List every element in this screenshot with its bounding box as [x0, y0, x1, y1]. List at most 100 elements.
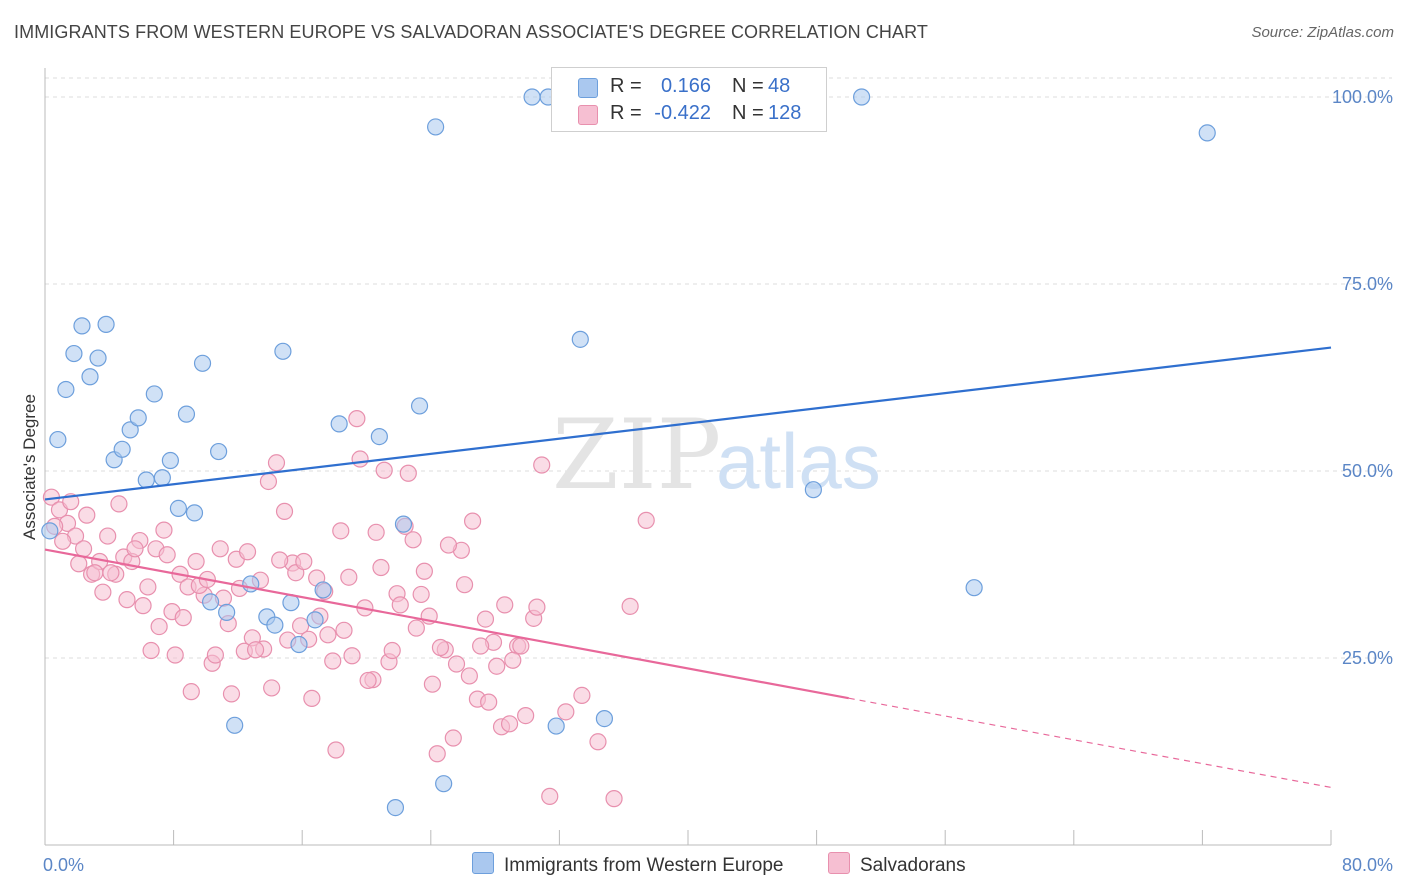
- legend-n-label: N =: [732, 75, 764, 97]
- salvadoran-point: [444, 729, 462, 747]
- salvadoran-point: [517, 706, 535, 725]
- western-europe-point: [41, 522, 59, 540]
- salvadoran-point: [267, 454, 286, 472]
- grid-lines: [45, 77, 1392, 659]
- salvadoran-point: [423, 675, 442, 693]
- western-europe-point: [595, 709, 614, 728]
- salvadoran-point: [174, 609, 192, 627]
- y-tick-label: 100.0%: [1332, 87, 1393, 107]
- salvadoran-point: [407, 619, 425, 637]
- salvadoran-point: [332, 522, 350, 540]
- salvadoran-point: [295, 552, 313, 571]
- western-europe-point: [185, 504, 204, 522]
- salvadoran-point: [399, 464, 417, 482]
- salvadoran-point: [367, 523, 385, 541]
- western-europe-point: [65, 344, 83, 363]
- salvadoran-point: [187, 552, 205, 571]
- western-europe-point: [81, 368, 99, 386]
- salvadoran-point: [589, 733, 607, 751]
- western-europe-point: [853, 88, 871, 106]
- legend-swatch-blue: [472, 852, 494, 874]
- legend-r-label: R =: [610, 75, 642, 97]
- salvadoran-point: [182, 683, 200, 701]
- salvadoran-point: [528, 598, 546, 616]
- salvadoran-point: [155, 521, 173, 539]
- western-europe-point: [410, 397, 429, 415]
- salvadoran-point: [246, 641, 265, 659]
- western-europe-point: [153, 469, 171, 487]
- x-tick-label: 0.0%: [43, 855, 84, 875]
- salvadoran-point: [541, 787, 559, 805]
- western-europe-point: [547, 717, 565, 735]
- western-europe-point: [218, 603, 236, 621]
- y-tick-label: 75.0%: [1342, 274, 1393, 294]
- legend-swatch-pink: [578, 105, 598, 125]
- salvadoran-point: [500, 715, 519, 733]
- y-tick-label: 25.0%: [1342, 648, 1393, 668]
- salvadoran-point: [439, 536, 458, 554]
- western-europe-point: [89, 349, 107, 367]
- western-europe-point: [394, 515, 413, 533]
- salvadoran-point: [504, 651, 522, 669]
- salvadoran-point: [415, 562, 433, 580]
- salvadoran-point: [271, 551, 289, 569]
- salvadoran-point: [126, 540, 144, 558]
- correlation-legend: R = 0.166 N = 48 R = -0.422 N = 128: [551, 67, 827, 132]
- western-europe-trend-line: [44, 346, 1332, 501]
- salvadoran-point: [118, 591, 136, 609]
- watermark: ZIP atlas: [552, 399, 881, 511]
- axes: [44, 68, 1332, 846]
- salvadoran-point: [150, 617, 168, 636]
- salvadoran-point: [263, 679, 281, 697]
- salvadoran-point: [428, 745, 446, 763]
- salvadoran-point: [496, 596, 514, 614]
- trend-lines: [44, 346, 1332, 788]
- legend-n-value: 48: [768, 75, 791, 97]
- legend-swatch-blue: [578, 78, 598, 98]
- salvadoran-point: [621, 597, 639, 615]
- western-europe-point: [1198, 124, 1216, 142]
- western-europe-point: [330, 415, 348, 433]
- western-europe-point: [137, 471, 155, 489]
- salvadoran-point: [238, 543, 257, 561]
- salvadoran-point: [447, 655, 466, 673]
- western-europe-point: [73, 317, 91, 335]
- salvadoran-point: [94, 583, 112, 601]
- legend-item-salvadorans: Salvadorans: [828, 852, 966, 877]
- legend-r-label: R =: [610, 102, 642, 124]
- salvadoran-point: [340, 568, 358, 586]
- salvadoran-point: [404, 531, 422, 549]
- salvadoran-point: [99, 527, 117, 545]
- western-europe-point: [386, 798, 405, 817]
- salvadoran-point: [102, 564, 120, 582]
- legend-label-salvadorans: Salvadorans: [860, 855, 966, 876]
- western-europe-point: [210, 442, 228, 461]
- salvadoran-point: [476, 610, 495, 628]
- salvadoran-point: [383, 641, 401, 660]
- salvadoran-point: [335, 621, 353, 639]
- salvadoran-point: [324, 652, 342, 670]
- salvadoran-point: [291, 617, 310, 635]
- salvadoran-point: [319, 626, 337, 644]
- salvadoran-point: [557, 703, 575, 721]
- salvadoran-point: [259, 472, 278, 491]
- legend-r-value: 0.166: [660, 75, 711, 97]
- western-europe-point: [177, 405, 196, 423]
- salvadoran-point: [327, 741, 345, 759]
- salvadoran-point: [488, 657, 506, 675]
- watermark-atlas: atlas: [716, 417, 881, 505]
- western-europe-point: [226, 716, 244, 734]
- y-tick-label: 50.0%: [1342, 461, 1393, 481]
- salvadoran-point: [605, 790, 623, 808]
- western-europe-point: [290, 635, 308, 654]
- salvadoran-point: [343, 647, 361, 665]
- salvadoran-trend-line-extrapolated: [848, 697, 1332, 788]
- western-europe-point: [804, 481, 822, 499]
- western-europe-point: [97, 315, 115, 333]
- western-europe-point: [169, 499, 188, 517]
- salvadoran-point: [222, 685, 241, 703]
- western-europe-point: [435, 775, 453, 793]
- salvadoran-point: [303, 689, 321, 707]
- western-europe-point: [314, 581, 332, 599]
